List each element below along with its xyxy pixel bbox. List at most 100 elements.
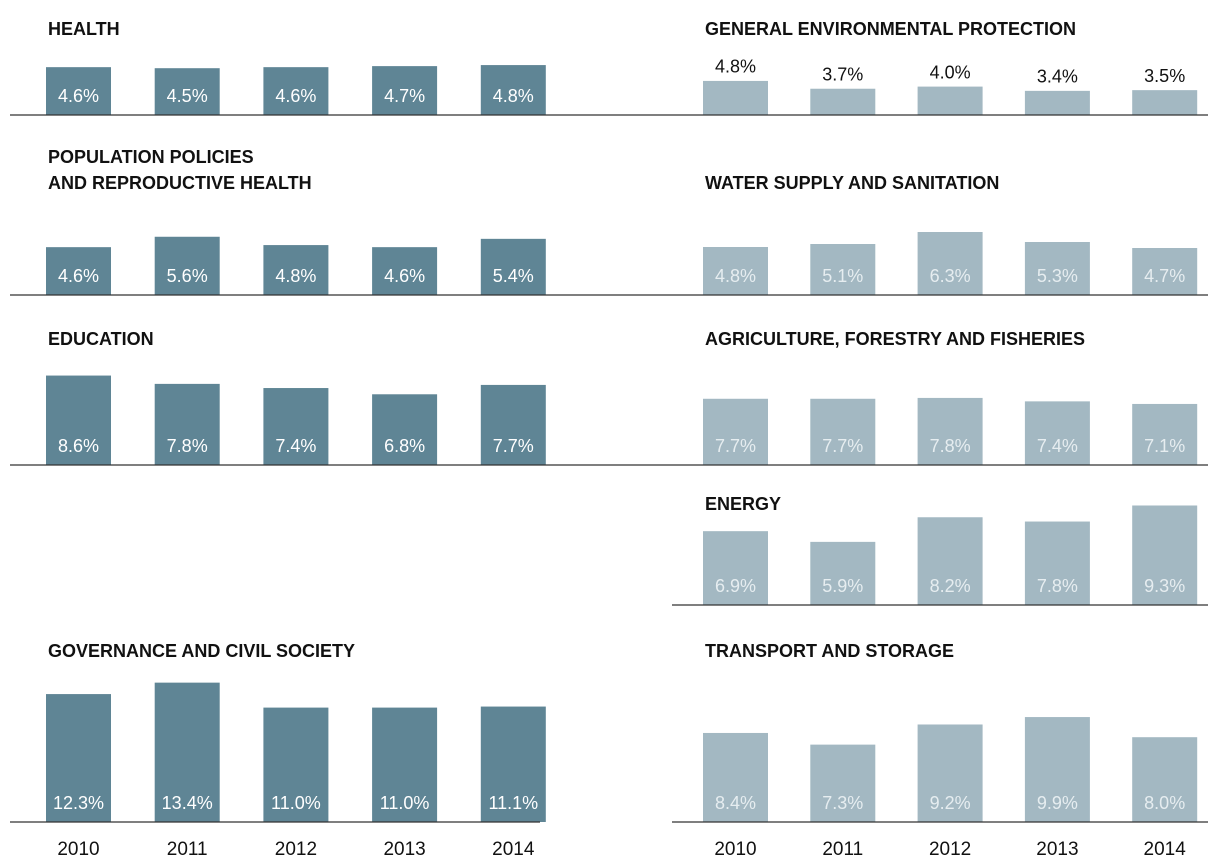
value-label: 11.0%	[271, 793, 321, 813]
bar	[1132, 505, 1198, 605]
x-tick-label: 2013	[1036, 839, 1078, 860]
value-label: 4.6%	[58, 266, 99, 286]
panel-title: POPULATION POLICIES	[48, 147, 254, 167]
bar	[154, 68, 220, 115]
value-label: 5.6%	[167, 266, 208, 286]
bar	[1132, 90, 1198, 115]
value-label: 7.7%	[493, 436, 534, 456]
value-label: 13.4%	[162, 793, 213, 813]
bar	[917, 86, 983, 115]
bar	[810, 541, 876, 605]
value-label: 8.2%	[930, 576, 971, 596]
bar	[263, 245, 329, 295]
panel-title: GOVERNANCE AND CIVIL SOCIETY	[48, 641, 355, 661]
bar	[703, 531, 768, 605]
bar	[917, 397, 983, 465]
value-label: 4.8%	[715, 266, 756, 286]
value-label: 5.1%	[822, 266, 863, 286]
bar	[263, 388, 329, 465]
panel-title: GENERAL ENVIRONMENTAL PROTECTION	[705, 19, 1076, 39]
value-label: 9.2%	[930, 793, 971, 813]
bar	[703, 80, 768, 115]
value-label: 4.5%	[167, 86, 208, 106]
bar	[372, 66, 438, 115]
bar	[1024, 90, 1090, 115]
bar	[372, 394, 438, 465]
x-tick-label: 2014	[1144, 839, 1187, 860]
value-label: 7.7%	[715, 436, 756, 456]
bar	[46, 694, 111, 822]
bar	[1132, 248, 1198, 295]
x-tick-label: 2012	[275, 839, 317, 860]
panel-title: AND REPRODUCTIVE HEALTH	[48, 173, 312, 193]
panel-title: TRANSPORT AND STORAGE	[705, 641, 954, 661]
value-label: 8.6%	[58, 436, 99, 456]
bar	[810, 398, 876, 465]
bar	[703, 398, 768, 465]
bar	[263, 707, 329, 822]
bar	[480, 706, 546, 822]
bar	[1132, 403, 1198, 465]
panel-title: WATER SUPPLY AND SANITATION	[705, 173, 999, 193]
bar	[480, 238, 546, 295]
bar	[810, 88, 876, 115]
x-tick-label: 2010	[714, 839, 756, 860]
value-label: 4.0%	[930, 62, 971, 82]
bar	[46, 67, 111, 115]
bar	[480, 65, 546, 115]
value-label: 6.8%	[384, 436, 425, 456]
value-label: 3.5%	[1144, 66, 1185, 86]
panel-title: EDUCATION	[48, 329, 154, 349]
x-tick-label: 2011	[822, 839, 863, 860]
value-label: 5.9%	[822, 576, 863, 596]
value-label: 6.9%	[715, 576, 756, 596]
value-label: 11.1%	[488, 793, 538, 813]
value-label: 4.6%	[384, 266, 425, 286]
value-label: 9.3%	[1144, 576, 1185, 596]
bar	[372, 247, 438, 295]
x-tick-label: 2012	[929, 839, 971, 860]
value-label: 4.8%	[493, 86, 534, 106]
bar	[1024, 242, 1090, 295]
value-label: 12.3%	[53, 793, 104, 813]
value-label: 7.8%	[1037, 576, 1078, 596]
value-label: 4.7%	[1144, 266, 1185, 286]
value-label: 7.4%	[275, 436, 316, 456]
value-label: 7.7%	[822, 436, 863, 456]
x-tick-label: 2011	[167, 839, 208, 860]
bar	[917, 232, 983, 295]
value-label: 4.7%	[384, 86, 425, 106]
bar	[1024, 401, 1090, 465]
x-tick-label: 2013	[383, 839, 425, 860]
bar	[154, 383, 220, 465]
panel-title: HEALTH	[48, 19, 120, 39]
bar	[917, 517, 983, 605]
bar	[1132, 737, 1198, 822]
bar	[810, 244, 876, 295]
value-label: 8.0%	[1144, 793, 1185, 813]
bar	[1024, 717, 1090, 822]
bar	[1024, 521, 1090, 605]
value-label: 7.4%	[1037, 436, 1078, 456]
value-label: 3.7%	[822, 64, 863, 84]
bar	[154, 682, 220, 822]
bar	[810, 744, 876, 822]
bar	[263, 67, 329, 115]
x-tick-label: 2010	[57, 839, 99, 860]
bar	[480, 384, 546, 465]
value-label: 4.8%	[715, 57, 756, 77]
value-label: 7.8%	[930, 436, 971, 456]
value-label: 7.1%	[1144, 436, 1185, 456]
bar	[372, 707, 438, 822]
bar	[703, 732, 768, 822]
bar	[46, 375, 111, 465]
value-label: 11.0%	[380, 793, 430, 813]
value-label: 7.3%	[822, 793, 863, 813]
value-label: 9.9%	[1037, 793, 1078, 813]
value-label: 6.3%	[930, 266, 971, 286]
panel-title: ENERGY	[705, 494, 781, 514]
value-label: 4.6%	[58, 86, 99, 106]
value-label: 4.6%	[275, 86, 316, 106]
bar	[46, 247, 111, 295]
